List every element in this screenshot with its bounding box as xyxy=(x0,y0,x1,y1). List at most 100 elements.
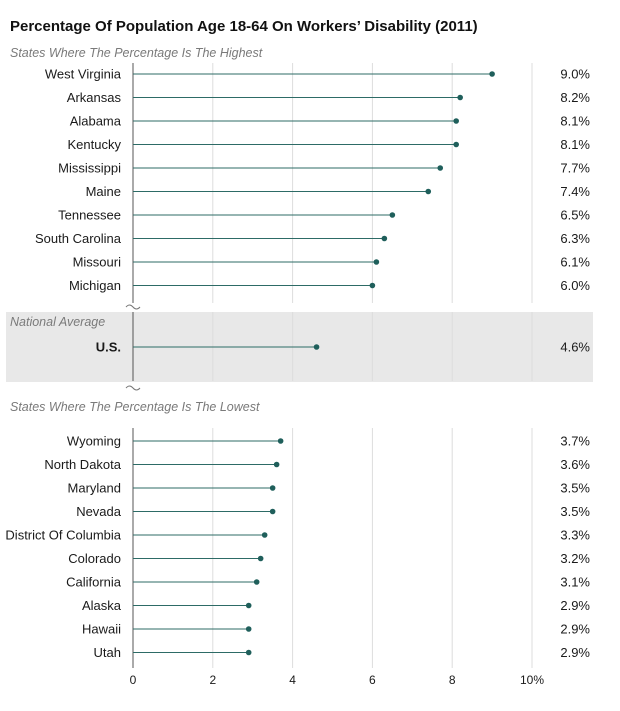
lollipop-dot xyxy=(261,532,268,538)
row-label: Arkansas xyxy=(67,90,122,105)
lollipop-dot xyxy=(437,165,444,171)
row-label: West Virginia xyxy=(45,67,122,82)
data-row: Utah 2.9% xyxy=(94,645,591,660)
data-rows: States Where The Percentage Is The Highe… xyxy=(5,46,590,660)
row-label: U.S. xyxy=(96,340,121,355)
row-label: Colorado xyxy=(68,551,121,566)
data-row: Wyoming 3.7% xyxy=(67,434,591,449)
value-label: 2.9% xyxy=(560,622,590,637)
value-label: 8.2% xyxy=(560,90,590,105)
row-label: South Carolina xyxy=(35,231,122,246)
data-row: Missouri 6.1% xyxy=(73,255,591,270)
lollipop-dot xyxy=(453,141,459,148)
data-row: California 3.1% xyxy=(66,575,590,590)
x-tick-label: 8 xyxy=(449,673,456,687)
data-row: West Virginia 9.0% xyxy=(45,67,591,82)
data-row: Arkansas 8.2% xyxy=(67,90,591,105)
lollipop-dot xyxy=(269,508,276,515)
data-row: Mississippi 7.7% xyxy=(58,161,590,176)
value-label: 6.1% xyxy=(560,255,590,270)
axis-lines xyxy=(125,63,141,668)
group-label: National Average xyxy=(10,315,105,329)
value-label: 7.4% xyxy=(560,184,590,199)
row-label: District Of Columbia xyxy=(5,528,121,543)
axis-break-mark xyxy=(125,385,141,391)
lollipop-dot xyxy=(253,579,260,585)
x-tick-label: 6 xyxy=(369,673,376,687)
row-label: Alaska xyxy=(82,598,122,613)
group-label: States Where The Percentage Is The Highe… xyxy=(10,46,263,60)
lollipop-dot xyxy=(277,438,284,444)
group-label: States Where The Percentage Is The Lowes… xyxy=(10,400,260,414)
axis-break-mark xyxy=(125,304,141,310)
lollipop-dot xyxy=(381,235,388,242)
row-label: Wyoming xyxy=(67,434,121,449)
lollipop-dot xyxy=(245,626,252,632)
row-label: California xyxy=(66,575,122,590)
gridlines xyxy=(212,63,533,668)
value-label: 6.3% xyxy=(560,231,590,246)
row-label: Hawaii xyxy=(82,622,121,637)
lollipop-dot xyxy=(453,118,459,124)
data-row: Alaska 2.9% xyxy=(82,598,590,613)
row-label: Mississippi xyxy=(58,161,121,176)
lollipop-dot xyxy=(369,282,376,289)
value-label: 7.7% xyxy=(560,161,590,176)
lollipop-dot xyxy=(245,602,252,609)
row-label: Nevada xyxy=(76,504,122,519)
data-row: Michigan 6.0% xyxy=(69,278,590,293)
data-row: Alabama 8.1% xyxy=(70,114,591,129)
data-row: North Dakota 3.6% xyxy=(44,457,590,472)
row-label: Alabama xyxy=(70,114,122,129)
data-row: Colorado 3.2% xyxy=(68,551,590,566)
x-tick-label: 2 xyxy=(209,673,216,687)
data-row: South Carolina 6.3% xyxy=(35,231,590,246)
value-label: 3.1% xyxy=(560,575,590,590)
value-label: 3.7% xyxy=(560,434,590,449)
value-label: 4.6% xyxy=(560,340,590,355)
data-row: District Of Columbia 3.3% xyxy=(5,528,590,543)
lollipop-dot xyxy=(457,94,463,101)
lollipop-dot xyxy=(269,485,276,491)
x-tick-label: 10% xyxy=(520,673,544,687)
data-row: Nevada 3.5% xyxy=(76,504,590,519)
lollipop-dot xyxy=(313,344,320,350)
row-label: Utah xyxy=(94,645,121,660)
chart-title: Percentage Of Population Age 18-64 On Wo… xyxy=(10,18,478,35)
lollipop-dot xyxy=(257,555,264,562)
x-tick-label: 4 xyxy=(289,673,296,687)
value-label: 9.0% xyxy=(560,67,590,82)
row-label: Tennessee xyxy=(58,208,121,223)
row-label: Maine xyxy=(86,184,121,199)
x-axis-ticks: 0 2 4 6 8 10% xyxy=(130,673,545,687)
value-label: 3.2% xyxy=(560,551,590,566)
value-label: 3.5% xyxy=(560,504,590,519)
value-label: 8.1% xyxy=(560,114,590,129)
data-row: Maryland 3.5% xyxy=(68,481,591,496)
value-label: 3.6% xyxy=(560,457,590,472)
row-label: Maryland xyxy=(68,481,121,496)
data-row: Tennessee 6.5% xyxy=(58,208,590,223)
value-label: 6.5% xyxy=(560,208,590,223)
value-label: 3.5% xyxy=(560,481,590,496)
data-row: U.S. 4.6% xyxy=(96,340,591,355)
data-row: Kentucky 8.1% xyxy=(68,137,591,152)
lollipop-dot xyxy=(425,188,432,195)
row-label: Michigan xyxy=(69,278,121,293)
data-row: Maine 7.4% xyxy=(86,184,591,199)
lollipop-dot xyxy=(373,259,380,265)
value-label: 3.3% xyxy=(560,528,590,543)
value-label: 2.9% xyxy=(560,598,590,613)
x-tick-label: 0 xyxy=(130,673,137,687)
row-label: Missouri xyxy=(73,255,122,270)
row-label: North Dakota xyxy=(44,457,121,472)
value-label: 6.0% xyxy=(560,278,590,293)
lollipop-dot xyxy=(489,71,495,77)
data-row: Hawaii 2.9% xyxy=(82,622,590,637)
row-label: Kentucky xyxy=(68,137,122,152)
lollipop-dot xyxy=(273,461,280,468)
value-label: 2.9% xyxy=(560,645,590,660)
lollipop-dot xyxy=(245,649,252,656)
lollipop-dot xyxy=(389,212,396,218)
